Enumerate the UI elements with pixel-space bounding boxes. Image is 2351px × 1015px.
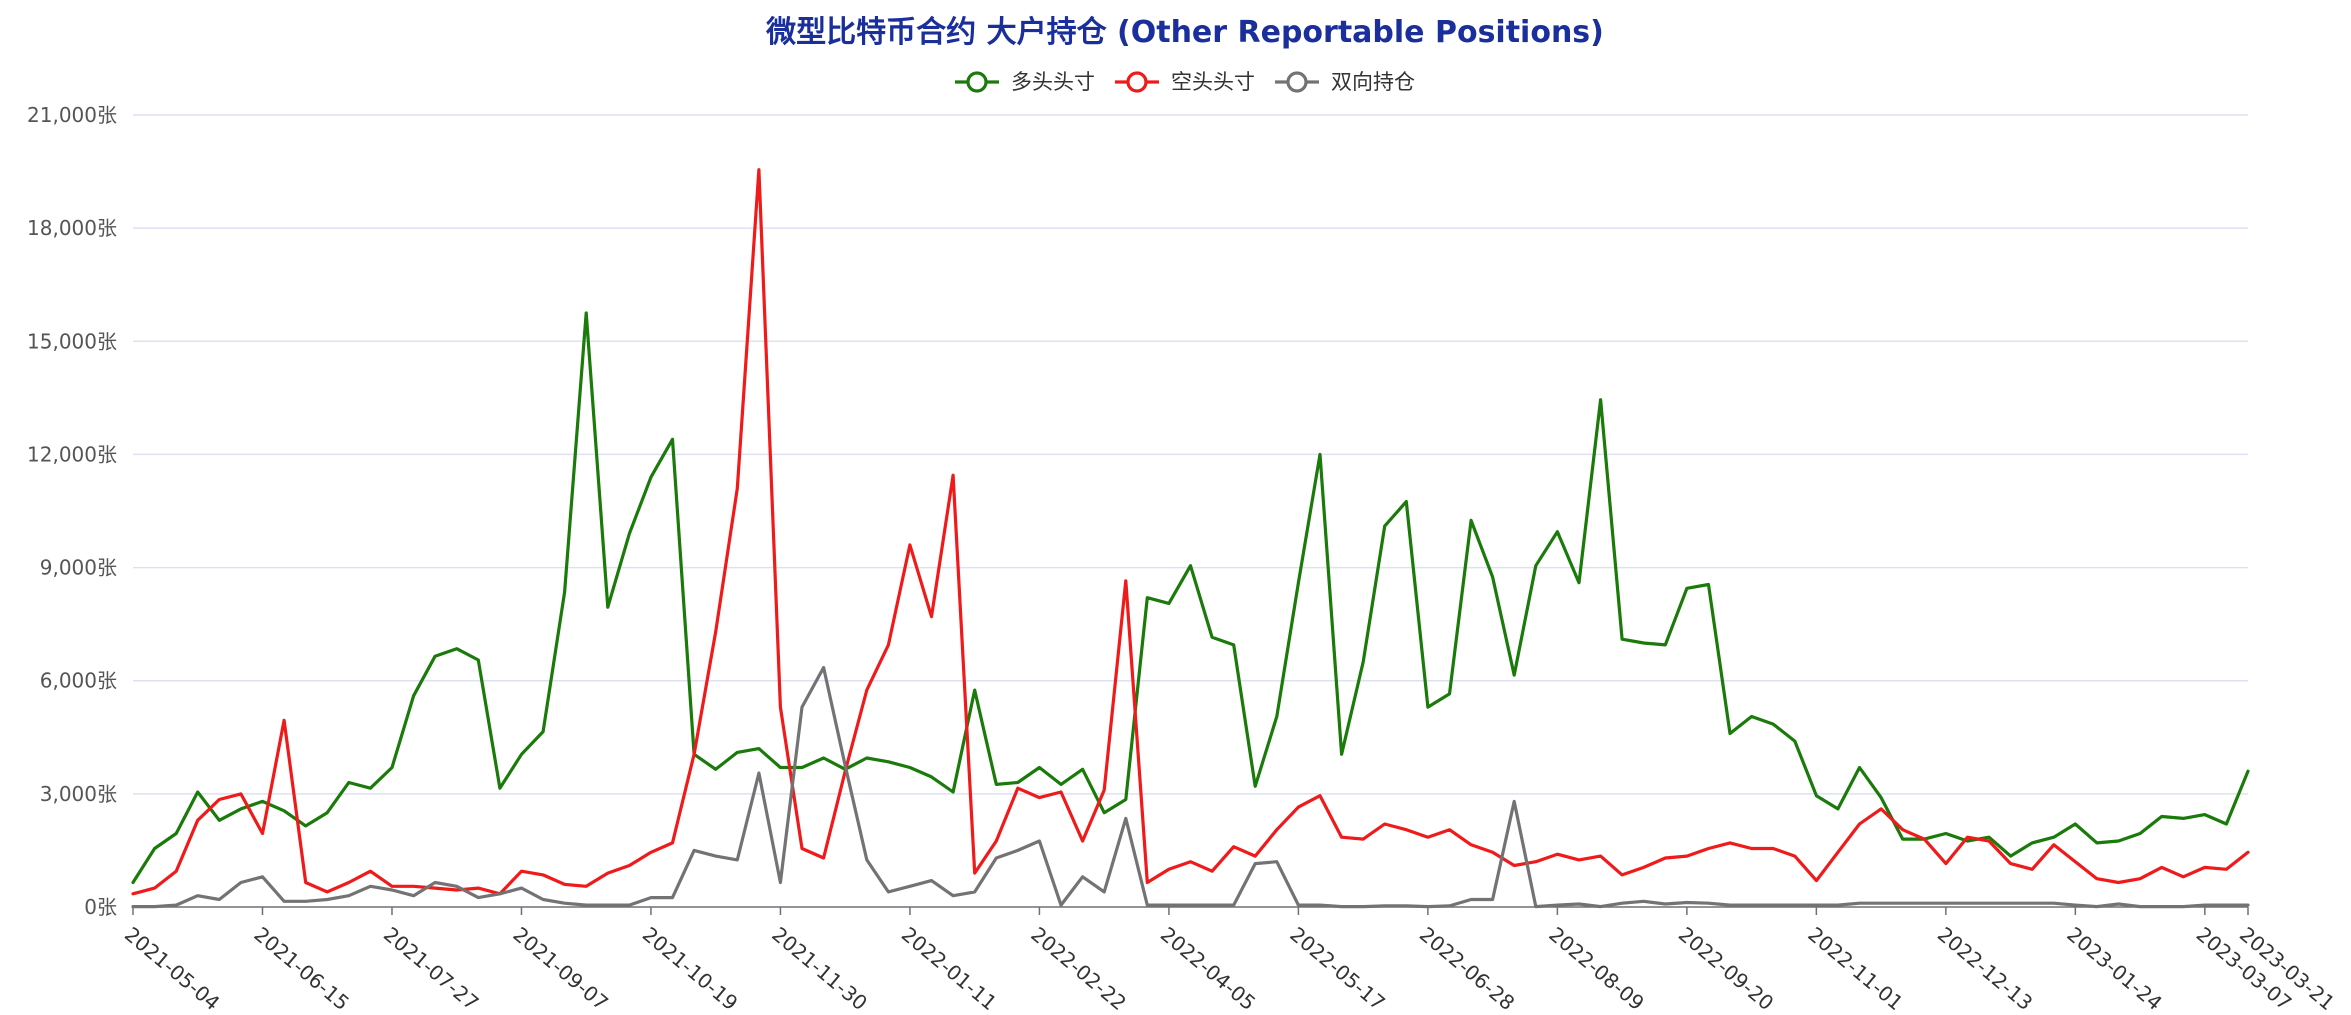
x-tick-label: 2022-08-09 <box>1544 922 1648 1015</box>
series-line-2 <box>131 665 2250 909</box>
legend-item-0[interactable]: 多头头寸 <box>955 70 1095 94</box>
legend-item-1[interactable]: 空头头寸 <box>1115 70 1255 94</box>
y-tick-label: 15,000张 <box>27 329 117 353</box>
x-tick-label: 2022-11-01 <box>1803 922 1907 1015</box>
x-tick-label: 2022-12-13 <box>1933 922 2037 1015</box>
y-tick-label: 9,000张 <box>40 556 117 580</box>
x-tick-label: 2021-07-27 <box>379 922 483 1015</box>
legend-label: 空头头寸 <box>1171 70 1255 94</box>
x-tick-label: 2021-06-15 <box>250 922 354 1015</box>
grid <box>133 114 2248 795</box>
legend[interactable]: 多头头寸 空头头寸 双向持仓 <box>955 70 1415 94</box>
legend-label: 双向持仓 <box>1331 70 1415 94</box>
x-tick-label: 2023-01-24 <box>2062 922 2166 1015</box>
x-tick-label: 2022-05-17 <box>1285 922 1389 1015</box>
x-tick-label: 2021-09-07 <box>508 922 612 1015</box>
y-tick-label: 6,000张 <box>40 669 117 693</box>
y-tick-label: 0张 <box>84 895 117 919</box>
legend-circle-icon <box>1286 71 1308 93</box>
legend-circle-icon <box>1126 71 1148 93</box>
x-tick-label: 2021-10-19 <box>638 922 742 1015</box>
chart-title: 微型比特币合约 大户持仓 (Other Reportable Positions… <box>765 15 1604 50</box>
x-tick-label: 2022-06-28 <box>1415 922 1519 1015</box>
y-tick-label: 3,000张 <box>40 782 117 806</box>
series-line-1 <box>131 168 2250 896</box>
y-axis: 0张 3,000张 6,000张 9,000张 12,000张 15,000张 18,000… <box>27 103 117 919</box>
series-layer <box>131 168 2250 909</box>
x-tick-label: 2022-01-11 <box>897 922 1001 1015</box>
y-tick-label: 21,000张 <box>27 103 117 127</box>
x-tick-label: 2021-05-04 <box>120 922 224 1015</box>
legend-item-2[interactable]: 双向持仓 <box>1275 70 1415 94</box>
x-tick-label: 2022-02-22 <box>1026 922 1130 1015</box>
legend-label: 多头头寸 <box>1011 70 1095 94</box>
x-tick-label: 2022-09-20 <box>1674 922 1778 1015</box>
y-tick-label: 12,000张 <box>27 442 117 466</box>
series-line-0 <box>131 311 2250 885</box>
x-axis: 2021-05-04 2021-06-15 2021-07-27 2021-09-07… <box>120 906 2339 1015</box>
x-tick-label: 2022-04-05 <box>1156 922 1260 1015</box>
y-tick-label: 18,000张 <box>27 216 117 240</box>
x-tick-label: 2021-11-30 <box>767 922 871 1015</box>
legend-circle-icon <box>966 71 988 93</box>
